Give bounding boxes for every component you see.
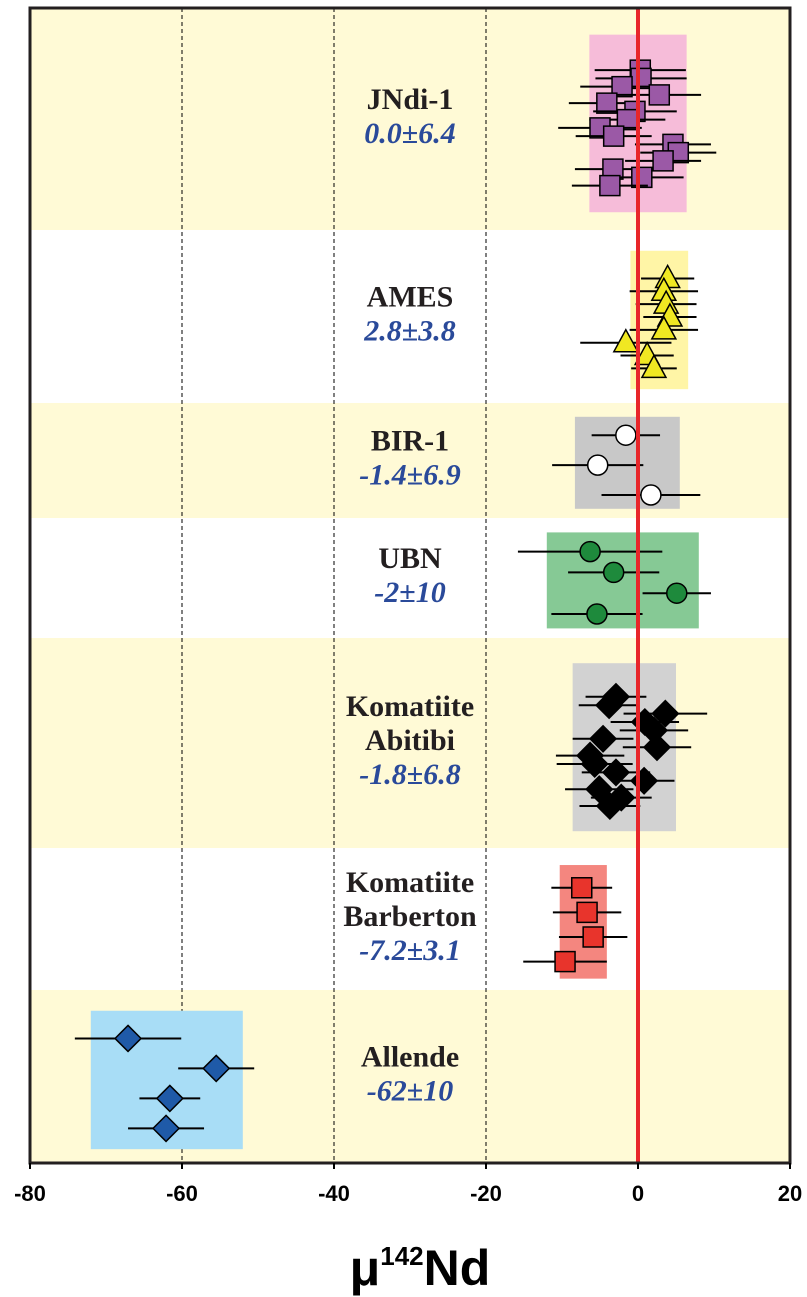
marker <box>612 328 640 353</box>
marker <box>571 877 593 899</box>
x-axis-label: μ142Nd <box>350 1240 491 1296</box>
marker <box>586 454 609 476</box>
marker <box>588 724 618 753</box>
marker <box>648 84 671 106</box>
x-label-prefix: μ <box>350 1240 381 1296</box>
marker <box>615 424 637 446</box>
marker <box>640 353 668 379</box>
marker <box>611 75 633 98</box>
x-tick-label: 20 <box>778 1181 802 1206</box>
group-stat: -1.4±6.9 <box>359 458 460 491</box>
x-label-sup: 142 <box>380 1241 423 1271</box>
marker <box>602 561 625 584</box>
marker <box>601 758 631 787</box>
group-stat: -62±10 <box>367 1074 453 1107</box>
marker <box>666 582 688 604</box>
marker <box>155 1084 184 1113</box>
group-name: UBN <box>378 542 442 575</box>
band <box>30 848 790 990</box>
marker <box>151 1114 181 1143</box>
group-name: Komatiite <box>346 690 474 723</box>
marker <box>602 125 625 147</box>
marker <box>630 67 652 90</box>
marker <box>582 926 604 948</box>
group-stat: 2.8±3.8 <box>363 314 455 347</box>
marker <box>202 1054 231 1083</box>
group-name: Allende <box>361 1040 459 1073</box>
marker <box>651 699 680 728</box>
sd-box <box>546 532 699 629</box>
group-name: Barberton <box>343 900 477 933</box>
marker <box>642 733 672 762</box>
marker <box>113 1024 143 1053</box>
group-stat: 0.0±6.4 <box>364 117 455 150</box>
marker <box>585 775 614 804</box>
group-name: Komatiite <box>346 866 474 899</box>
marker <box>599 174 621 197</box>
group-name: JNdi-1 <box>367 83 454 116</box>
marker <box>650 315 678 340</box>
marker <box>631 166 653 189</box>
x-tick-label: 0 <box>632 1181 644 1206</box>
x-tick-label: -20 <box>470 1181 502 1206</box>
group-name: BIR-1 <box>371 424 449 457</box>
group-name: AMES <box>367 280 454 313</box>
group-name: Abitibi <box>365 724 455 757</box>
plot-frame <box>28 6 792 1165</box>
marker <box>586 603 608 625</box>
x-tick-label: -40 <box>318 1181 350 1206</box>
group-stat: -7.2±3.1 <box>359 934 460 967</box>
x-tick-label: -80 <box>14 1181 46 1206</box>
marker <box>580 749 609 779</box>
x-tick-label: -60 <box>166 1181 198 1206</box>
marker <box>595 691 624 720</box>
marker <box>554 950 576 973</box>
group-stat: -2±10 <box>374 576 445 609</box>
x-label-suffix: Nd <box>424 1240 491 1296</box>
marker <box>579 540 601 563</box>
marker <box>576 901 598 924</box>
marker <box>595 791 624 821</box>
marker <box>652 150 674 172</box>
group-stat: -1.8±6.8 <box>359 758 460 791</box>
marker <box>596 92 618 114</box>
marker <box>640 484 662 506</box>
